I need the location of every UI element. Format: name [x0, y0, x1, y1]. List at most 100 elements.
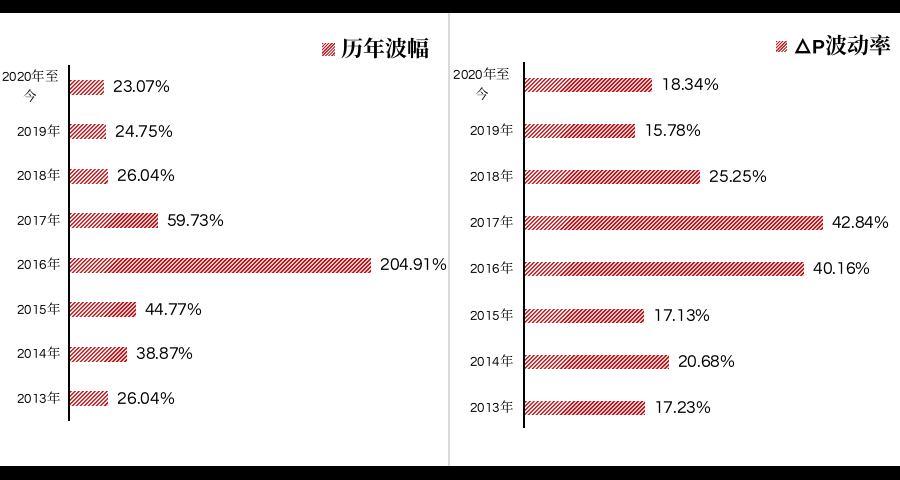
glyph-4: [39, 349, 46, 358]
glyph-年: [499, 215, 513, 229]
glyph-2: [17, 259, 24, 269]
glyph-年: [46, 212, 60, 226]
legend-label: [794, 33, 891, 59]
category-label: [470, 352, 513, 372]
glyph-1: [33, 126, 37, 136]
glyph-5: [742, 170, 751, 182]
glyph-%: [752, 169, 766, 182]
glyph-4: [694, 77, 704, 90]
glyph-今: [23, 89, 37, 103]
glyph-2: [470, 125, 477, 135]
glyph-2: [2, 71, 9, 81]
glyph-2: [470, 402, 477, 412]
glyph-8: [492, 171, 499, 181]
glyph-6: [127, 391, 136, 404]
glyph-年: [46, 390, 60, 404]
bar: [70, 79, 104, 95]
bar: [70, 391, 109, 406]
glyph-至: [45, 69, 58, 82]
glyph-3: [123, 80, 132, 93]
bar: [525, 123, 635, 138]
glyph-9: [177, 213, 186, 226]
bar: [70, 213, 158, 228]
glyph-6: [846, 262, 855, 275]
value-label: [117, 387, 174, 411]
glyph-历: [341, 37, 363, 58]
glyph-0: [477, 218, 485, 228]
glyph-年: [31, 69, 45, 83]
top-black-bar: [0, 0, 900, 13]
category-label: [470, 306, 513, 326]
glyph-%: [696, 400, 711, 413]
bottom-black-bar: [0, 466, 900, 480]
glyph-1: [656, 401, 660, 413]
glyph-9: [39, 126, 46, 136]
glyph-年: [499, 169, 513, 182]
glyph-7: [146, 80, 155, 92]
glyph-1: [486, 125, 490, 135]
bar: [525, 400, 645, 415]
glyph-5: [39, 304, 46, 314]
value-label: [654, 396, 711, 420]
glyph-年: [499, 261, 513, 275]
glyph-5: [148, 124, 157, 137]
glyph-△: [794, 37, 811, 53]
glyph-2: [17, 71, 24, 81]
glyph-1: [424, 258, 429, 270]
glyph-4: [832, 216, 841, 228]
glyph-1: [678, 308, 683, 321]
glyph-7: [168, 302, 177, 315]
glyph-3: [685, 77, 694, 90]
glyph-P: [812, 39, 824, 53]
glyph-7: [39, 215, 46, 225]
glyph-0: [477, 171, 485, 181]
glyph-5: [167, 213, 176, 226]
glyph-6: [492, 264, 500, 274]
glyph-2: [118, 391, 127, 404]
glyph-7: [169, 347, 178, 359]
glyph-波: [825, 34, 847, 55]
category-label: [17, 344, 60, 364]
glyph-0: [823, 262, 832, 275]
value-label: [661, 73, 718, 97]
glyph-2: [842, 216, 851, 228]
glyph-8: [710, 354, 720, 367]
glyph-2: [468, 69, 475, 79]
category-label: [17, 166, 60, 186]
glyph-1: [663, 77, 668, 90]
glyph-7: [492, 218, 499, 228]
value-label: [117, 164, 174, 188]
bar: [70, 168, 109, 184]
glyph-0: [24, 259, 32, 270]
category-label: [0, 67, 60, 107]
value-label: [678, 350, 735, 374]
glyph-9: [413, 258, 422, 271]
glyph-8: [39, 170, 46, 181]
glyph-0: [24, 126, 32, 136]
glyph-0: [24, 170, 32, 181]
category-label: [470, 121, 513, 141]
glyph-3: [686, 308, 695, 321]
value-label: [644, 119, 701, 143]
glyph-%: [158, 124, 172, 137]
glyph-年: [46, 257, 60, 271]
glyph-0: [136, 80, 145, 93]
glyph-4: [154, 302, 164, 315]
value-label: [145, 298, 202, 322]
glyph-年: [499, 307, 513, 321]
category-label: [17, 122, 60, 142]
glyph-1: [486, 356, 490, 366]
glyph-0: [24, 71, 31, 82]
glyph-7: [664, 401, 673, 413]
glyph-年: [46, 346, 60, 360]
glyph-7: [190, 213, 199, 226]
glyph-0: [477, 402, 485, 412]
glyph-2: [17, 304, 24, 314]
glyph-0: [390, 258, 399, 271]
glyph-1: [33, 260, 37, 269]
value-label: [136, 342, 193, 366]
bar: [70, 257, 371, 273]
glyph-8: [159, 347, 169, 360]
value-label: [813, 257, 870, 281]
bar: [525, 262, 805, 277]
